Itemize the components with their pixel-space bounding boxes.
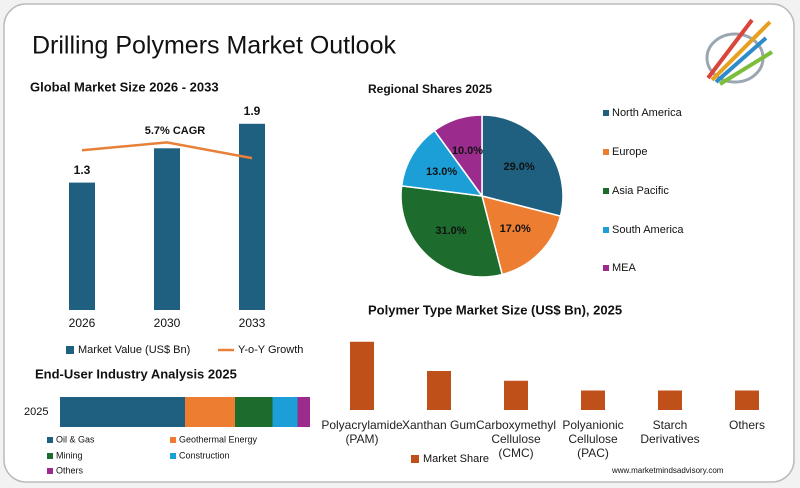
legend-swatch [603,188,609,194]
legend-label: Oil & Gas [56,434,95,444]
bar-segment [235,397,273,427]
bar-segment [297,397,310,427]
pie-slice [400,129,484,197]
legend-swatch [47,453,53,459]
chart-title: End-User Industry Analysis 2025 [35,366,237,381]
card [3,3,795,483]
bar [658,390,682,410]
legend-swatch [603,265,609,271]
source: www.marketmindsadvisory.com [611,466,724,475]
data-label: 1.3 [74,163,91,177]
legend-label: Asia Pacific [612,185,669,197]
data-label: 1.9 [244,104,261,118]
bar [350,341,374,410]
data-label: 17.0% [500,223,531,235]
legend-swatch [47,437,53,443]
legend-label: Geothermal Energy [179,434,258,444]
bar [69,182,95,310]
legend-label: Construction [179,450,230,460]
x-tick-label: Others [728,418,765,432]
logo [705,18,774,86]
x-tick-label: 2026 [69,316,96,330]
legend-label: Market Value (US$ Bn) [78,344,190,356]
legend-label: Mining [56,450,83,460]
bar-segment [60,397,185,427]
x-tick-label: 2033 [239,316,266,330]
legend-swatch [603,149,609,155]
bar [154,148,180,310]
x-tick-label: Starch Derivatives [640,418,700,446]
bar-segment [272,397,298,427]
page-title: Drilling Polymers Market Outlook [32,32,396,60]
legend-label: Others [56,465,84,475]
bar [504,380,528,410]
bar [239,123,265,310]
pie-slice [400,185,504,278]
legend-label: Market Share [423,453,489,465]
bar [427,371,451,410]
legend-label: North America [612,107,683,119]
legend-swatch [603,227,609,233]
line-series [81,141,253,160]
legend-label: Y-o-Y Growth [238,344,303,356]
bar [735,390,759,410]
x-tick-label: Carboxymethyl Cellulose (CMC) [475,418,557,460]
legend-label: MEA [612,262,637,274]
annotation: 5.7% CAGR [145,125,206,137]
pie-slice [480,194,562,276]
bar-segment [185,397,235,427]
data-label: 10.0% [452,145,483,157]
chart-title: Regional Shares 2025 [368,82,492,96]
pie-slice [433,114,483,199]
pie-slice [481,114,564,218]
y-tick-label: 2025 [24,406,48,418]
legend-swatch [47,468,53,474]
chart-title: Global Market Size 2026 - 2033 [30,79,219,94]
x-tick-label: Polyanionic Cellulose (PAC) [562,418,624,460]
x-tick-label: Polyacrylamide (PAM) [321,418,403,446]
legend-swatch [411,455,419,463]
data-label: 13.0% [426,166,457,178]
chart-title: Polymer Type Market Size (US$ Bn), 2025 [368,302,622,317]
data-label: 31.0% [435,225,466,237]
legend-swatch [66,346,74,354]
x-tick-label: Xanthan Gum [401,418,477,432]
legend-swatch [603,110,609,116]
legend-label: South America [612,224,684,236]
legend-swatch [170,453,176,459]
legend-label: Europe [612,146,647,158]
data-label: 29.0% [504,161,535,173]
bar [581,390,605,410]
x-tick-label: 2030 [154,316,181,330]
legend-swatch [170,437,176,443]
